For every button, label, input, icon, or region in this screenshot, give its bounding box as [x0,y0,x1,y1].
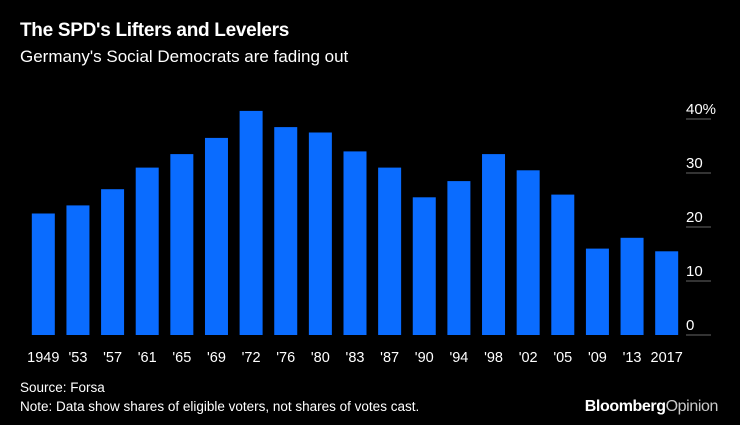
brand-primary: Bloomberg [584,398,666,415]
brand-logo: BloombergOpinion [584,398,719,416]
bar-13 [620,237,644,335]
x-tick-label: '80 [311,350,330,366]
bar-53 [66,205,90,335]
x-tick-label: '72 [242,350,261,366]
x-tick-label: '57 [103,350,122,366]
bar-72 [239,110,263,336]
bar-83 [343,151,367,335]
bar-09 [585,248,609,335]
x-axis-labels: 1949 '53 '57 '61 '65 '69 '72 '76 '80 '83 '87 '90 '94… [27,350,683,366]
bar-98 [482,154,506,335]
bar-69 [204,137,228,335]
y-tick-label: 40% [686,101,716,118]
bar-90 [412,197,436,335]
x-tick-label: '09 [588,350,607,366]
bar-57 [101,189,125,335]
bar-61 [135,167,159,335]
y-axis-labels: 0 10 20 30 40% [686,101,716,334]
bar-05 [551,194,575,335]
x-tick-label: '05 [553,350,572,366]
x-tick-label: '02 [519,350,538,366]
x-tick-label: '94 [449,350,468,366]
x-tick-label: '53 [68,350,87,366]
x-tick-label: '90 [415,350,434,366]
y-tick-label: 20 [686,209,703,226]
y-tick-label: 10 [686,263,703,280]
x-tick-label: '98 [484,350,503,366]
chart-subtitle: Germany's Social Democrats are fading ou… [20,47,349,66]
x-tick-label: '65 [172,350,191,366]
x-tick-label: '83 [346,350,365,366]
x-tick-label: '13 [623,350,642,366]
bar-80 [308,132,332,335]
bar-1949 [31,213,55,335]
x-tick-label: 2017 [651,350,683,366]
source-note: Source: Forsa [20,380,105,395]
bar-65 [170,154,194,335]
brand-secondary: Opinion [665,398,719,415]
bar-76 [274,127,298,335]
bars [31,110,679,336]
x-tick-label: '61 [138,350,157,366]
bar-87 [378,167,402,335]
footnote: Note: Data show shares of eligible voter… [20,399,420,414]
y-tick-label: 0 [686,317,694,334]
y-tick-label: 30 [686,155,703,172]
bar-02 [516,170,540,335]
bar-94 [447,181,471,335]
x-tick-label: 1949 [27,350,59,366]
gridlines [686,118,711,336]
x-tick-label: '76 [276,350,295,366]
x-tick-label: '87 [380,350,399,366]
bar-2017 [655,251,679,335]
x-tick-label: '69 [207,350,226,366]
chart-title: The SPD's Lifters and Levelers [20,20,290,41]
